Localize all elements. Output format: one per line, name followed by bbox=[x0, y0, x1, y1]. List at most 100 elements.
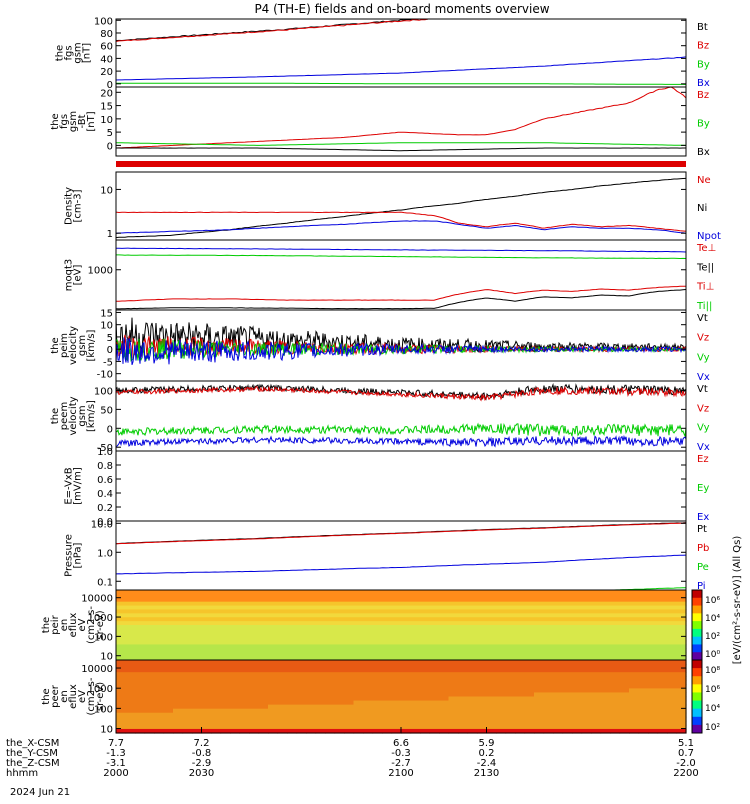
spectrogram-cell bbox=[420, 628, 431, 634]
spectrogram-cell bbox=[477, 609, 488, 614]
colorbar-segment bbox=[692, 613, 702, 622]
spectrogram-cell bbox=[287, 688, 298, 694]
spectrogram-cell bbox=[239, 644, 250, 649]
spectrogram-cell bbox=[192, 672, 203, 677]
y-tick-label: 1.0 bbox=[97, 548, 113, 559]
spectrogram-cell bbox=[515, 593, 526, 599]
spectrogram-cell bbox=[116, 684, 127, 689]
colorbar-segment bbox=[692, 636, 702, 645]
spectrogram-cell bbox=[429, 648, 440, 653]
spectrogram-cell bbox=[144, 660, 155, 665]
spectrogram-cell bbox=[505, 676, 516, 681]
spectrogram-cell bbox=[505, 601, 516, 607]
spectrogram-cell bbox=[553, 621, 564, 626]
spectrogram-cell bbox=[477, 593, 488, 599]
colorbar-segment bbox=[692, 644, 702, 653]
spectrogram-cell bbox=[553, 688, 564, 694]
series-fgs-Bx bbox=[115, 56, 687, 81]
spectrogram-cell bbox=[458, 688, 469, 694]
spectrogram-cell bbox=[201, 712, 212, 718]
spectrogram-cell bbox=[135, 652, 146, 657]
spectrogram-cell bbox=[420, 720, 431, 726]
spectrogram-cell bbox=[182, 712, 193, 718]
spectrogram-cell bbox=[325, 708, 336, 714]
spectrogram-cell bbox=[201, 728, 212, 734]
spectrogram-cell bbox=[116, 700, 127, 706]
spectrogram-cell bbox=[258, 656, 269, 661]
spectrogram-cell bbox=[344, 664, 355, 669]
spectrogram-cell bbox=[581, 656, 592, 661]
spectrogram-cell bbox=[277, 648, 288, 653]
spectrogram-cell bbox=[591, 636, 602, 642]
spectrogram-cell bbox=[410, 593, 421, 599]
spectrogram-cell bbox=[249, 700, 260, 706]
spectrogram-cell bbox=[296, 628, 307, 634]
spectrogram-cell bbox=[296, 617, 307, 622]
spectrogram-cell bbox=[524, 668, 535, 673]
spectrogram-cell bbox=[458, 609, 469, 614]
spectrogram-cell bbox=[296, 696, 307, 702]
spectrogram-cell bbox=[344, 692, 355, 698]
spectrogram-cell bbox=[553, 628, 564, 634]
spectrogram-cell bbox=[600, 617, 611, 622]
spectrogram-cell bbox=[581, 720, 592, 726]
spectrogram-cell bbox=[163, 664, 174, 669]
spectrogram-cell bbox=[211, 656, 222, 661]
spectrogram-cell bbox=[572, 593, 583, 599]
spectrogram-cell bbox=[429, 644, 440, 649]
spectrogram-cell bbox=[125, 625, 136, 630]
spectrogram-cell bbox=[477, 720, 488, 726]
spectrogram-cell bbox=[268, 644, 279, 649]
y-tick-label: -10 bbox=[97, 370, 113, 381]
spectrogram-cell bbox=[515, 636, 526, 642]
y-axis-label-line: [cm-3] bbox=[73, 189, 84, 222]
ephemeris-value: 5.1 bbox=[678, 738, 694, 749]
legend-entry: Pt bbox=[697, 524, 707, 535]
y-tick-label: 10.0 bbox=[91, 519, 113, 530]
spectrogram-cell bbox=[239, 656, 250, 661]
spectrogram-cell bbox=[382, 605, 393, 611]
spectrogram-cell bbox=[505, 720, 516, 726]
spectrogram-cell bbox=[154, 636, 165, 642]
spectrogram-cell bbox=[676, 692, 687, 698]
spectrogram-cell bbox=[429, 724, 440, 730]
ephemeris-row-label: hhmm bbox=[6, 768, 38, 779]
spectrogram-cell bbox=[154, 692, 165, 698]
spectrogram-cell bbox=[524, 692, 535, 698]
spectrogram-cell bbox=[610, 617, 621, 622]
spectrogram-cell bbox=[458, 660, 469, 665]
spectrogram-cell bbox=[439, 597, 450, 603]
spectrogram-cell bbox=[505, 708, 516, 714]
spectrogram-cell bbox=[648, 597, 659, 603]
spectrogram-cell bbox=[648, 712, 659, 718]
spectrogram-cell bbox=[125, 593, 136, 599]
spectrogram-cell bbox=[268, 720, 279, 726]
spectrogram-cell bbox=[420, 605, 431, 611]
spectrogram-cell bbox=[268, 728, 279, 734]
spectrogram-cell bbox=[429, 640, 440, 646]
spectrogram-cell bbox=[391, 652, 402, 657]
y-tick-label: 5 bbox=[107, 128, 113, 139]
spectrogram-cell bbox=[420, 644, 431, 649]
spectrogram-cell bbox=[258, 640, 269, 646]
spectrogram-cell bbox=[363, 716, 374, 722]
spectrogram-cell bbox=[401, 636, 412, 642]
spectrogram-cell bbox=[657, 716, 668, 722]
spectrogram-cell bbox=[610, 628, 621, 634]
spectrogram-cell bbox=[505, 712, 516, 718]
spectrogram-cell bbox=[220, 632, 231, 638]
spectrogram-cell bbox=[192, 628, 203, 634]
spectrogram-cell bbox=[135, 613, 146, 618]
spectrogram-cell bbox=[306, 648, 317, 653]
legend-entry: Pb bbox=[697, 543, 709, 554]
spectrogram-cell bbox=[220, 724, 231, 730]
spectrogram-cell bbox=[144, 648, 155, 653]
series-peem-velocity-Vx bbox=[115, 434, 687, 448]
spectrogram-cell bbox=[439, 632, 450, 638]
spectrogram-cell bbox=[220, 636, 231, 642]
spectrogram-cell bbox=[391, 676, 402, 681]
spectrogram-cell bbox=[505, 724, 516, 730]
spectrogram-cell bbox=[315, 676, 326, 681]
spectrogram-cell bbox=[116, 605, 127, 611]
spectrogram-cell bbox=[676, 605, 687, 611]
